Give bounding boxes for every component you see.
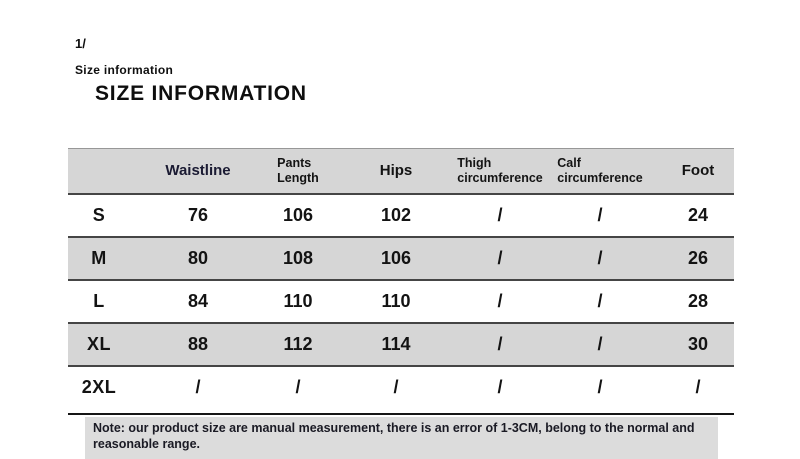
table-row-2xl: 2XL / / / / / / — [68, 365, 734, 409]
cell-2xl-hips: / — [393, 377, 399, 397]
cell-l-calf: / — [597, 290, 603, 311]
note-band: Note: our product size are manual measur… — [85, 417, 718, 459]
col-header-pants-length: Pants Length — [266, 149, 330, 194]
cell-xl-calf: / — [597, 333, 603, 354]
row-label-s: S — [92, 204, 106, 225]
note-text: Note: our product size are manual measur… — [93, 421, 695, 451]
cell-xl-thigh: / — [497, 333, 503, 354]
calf-header-lines: Calf circumference — [557, 156, 642, 186]
gallery-page-indicator: 1/ — [75, 36, 86, 51]
header-line: Length — [277, 170, 319, 185]
cell-xl-hips: 114 — [381, 333, 411, 354]
thigh-header-lines: Thigh circumference — [457, 156, 542, 186]
header-line: Calf — [557, 155, 581, 170]
cell-l-foot: 28 — [687, 290, 709, 311]
table-row-l: L 84 110 110 / / 28 — [68, 279, 734, 323]
cell-2xl-foot: / — [695, 377, 701, 397]
row-label-l: L — [93, 290, 105, 311]
cell-xl-foot: 30 — [687, 333, 709, 354]
col-header-foot: Foot — [681, 162, 715, 180]
cell-l-waistline: 84 — [187, 290, 209, 311]
header-line: Pants — [277, 155, 312, 170]
cell-s-calf: / — [597, 204, 603, 225]
col-header-size — [68, 149, 130, 194]
col-header-thigh-circumference: Thigh circumference — [457, 149, 542, 194]
pants-length-header-lines: Pants Length — [277, 156, 319, 186]
header-line: circumference — [557, 170, 643, 185]
col-header-calf-circumference: Calf circumference — [538, 149, 662, 194]
cell-s-pants-length: 106 — [282, 204, 314, 225]
cell-m-calf: / — [597, 247, 603, 268]
cell-2xl-thigh: / — [497, 377, 503, 397]
cell-l-hips: 110 — [381, 290, 411, 311]
row-label-m: M — [91, 247, 107, 268]
header-line: circumference — [457, 170, 543, 185]
cell-2xl-pants-length: / — [295, 377, 301, 397]
col-header-hips: Hips — [379, 162, 413, 180]
note-divider-line — [68, 413, 734, 415]
cell-m-pants-length: 108 — [282, 247, 314, 268]
cell-s-foot: 24 — [687, 204, 709, 225]
table-row-m: M 80 108 106 / / 26 — [68, 236, 734, 280]
cell-s-hips: 102 — [380, 204, 412, 225]
cell-m-thigh: / — [497, 247, 503, 268]
cell-s-thigh: / — [497, 204, 503, 225]
cell-m-hips: 106 — [380, 247, 412, 268]
cell-xl-pants-length: 112 — [283, 333, 313, 354]
cell-s-waistline: 76 — [187, 204, 209, 225]
cell-2xl-waistline: / — [195, 377, 201, 397]
table-row-xl: XL 88 112 114 / / 30 — [68, 322, 734, 366]
section-subtitle: Size information — [75, 63, 174, 77]
col-header-waistline: Waistline — [165, 162, 231, 180]
cell-l-pants-length: 110 — [283, 290, 313, 311]
row-label-xl: XL — [86, 333, 111, 354]
section-title: SIZE INFORMATION — [95, 82, 307, 105]
size-table: Waistline Pants Length Hips Thigh circum… — [68, 148, 734, 409]
row-label-2xl: 2XL — [81, 377, 117, 397]
cell-m-waistline: 80 — [187, 247, 209, 268]
cell-m-foot: 26 — [687, 247, 709, 268]
table-header-row: Waistline Pants Length Hips Thigh circum… — [68, 148, 734, 194]
cell-xl-waistline: 88 — [187, 333, 209, 354]
table-row-s: S 76 106 102 / / 24 — [68, 193, 734, 237]
cell-l-thigh: / — [497, 290, 503, 311]
header-line: Thigh — [457, 155, 492, 170]
cell-2xl-calf: / — [597, 377, 603, 397]
